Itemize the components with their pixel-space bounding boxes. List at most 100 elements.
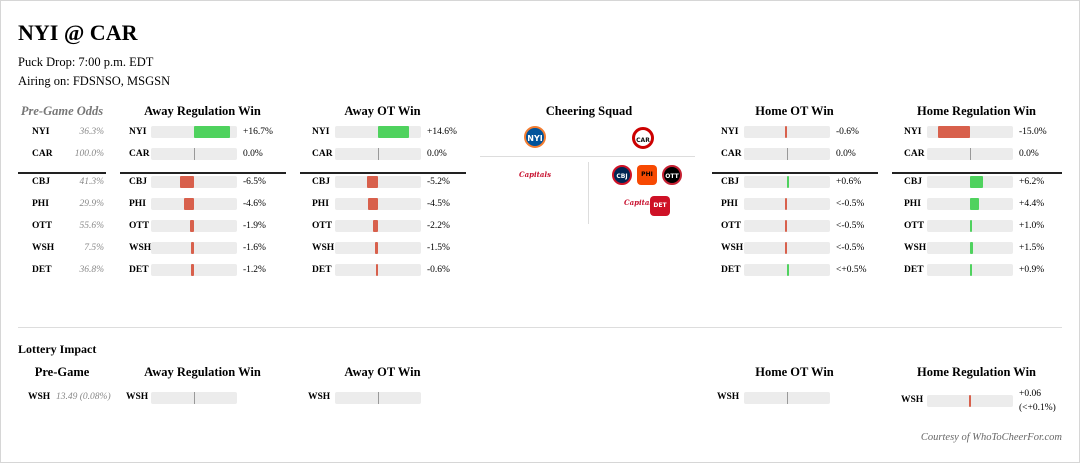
away-ot-value-cbj: -5.2% [427,177,450,187]
away-ot-track [335,176,421,188]
odds-value-ott: 55.6% [79,221,104,231]
odds-team-phi: PHI [32,199,49,209]
home-ot-bar-nyi [785,126,787,138]
away-ot-team-wsh: WSH [312,243,335,253]
home-reg-header: Home Regulation Win [917,104,1036,118]
lottery-away-reg-zero [194,392,195,404]
lottery-home-reg-sub: (<+0.1%) [1019,403,1056,413]
odds-value-nyi: 36.3% [79,127,104,137]
away-ot-bar-phi [368,198,378,210]
game-title: NYI @ CAR [18,20,138,45]
home-reg-value-wsh: +1.5% [1019,243,1045,253]
capitals-logo-icon: Capitals [519,170,552,179]
home-reg-separator [892,172,1062,174]
away-ot-bar-det [376,264,378,276]
lottery-pregame-header: Pre-Game [34,365,90,379]
away-ot-header: Away OT Win [344,104,421,118]
away-reg-value-car: 0.0% [243,149,263,159]
home-reg-team-wsh: WSH [904,243,927,253]
home-ot-value-nyi: -0.6% [836,127,859,137]
away-reg-value-phi: -4.6% [243,199,266,209]
home-ot-team-car: CAR [721,149,742,159]
home-reg-zero [970,148,971,160]
odds-team-wsh: WSH [32,243,55,253]
away-ot-team-cbj: CBJ [312,177,330,187]
odds-team-car: CAR [32,149,53,159]
blue-jackets-logo-icon: CBJ [612,165,632,185]
lottery-home-ot-zero [787,392,788,404]
away-ot-team-car: CAR [312,149,333,159]
lottery-away-ot-team: WSH [308,392,331,402]
cheering-divider-h [480,156,695,157]
away-reg-team-car: CAR [129,149,150,159]
home-ot-team-cbj: CBJ [721,177,739,187]
odds-value-wsh: 7.5% [84,243,104,253]
away-reg-track [151,242,237,254]
away-reg-track [151,264,237,276]
odds-value-car: 100.0% [74,149,104,159]
home-reg-bar-phi [970,198,979,210]
away-ot-track [335,220,421,232]
home-ot-bar-det [787,264,789,276]
home-reg-value-det: +0.9% [1019,265,1045,275]
lottery-away-reg-team: WSH [126,392,149,402]
home-ot-separator [712,172,878,174]
home-reg-team-nyi: NYI [904,127,922,137]
lottery-home-ot-team: WSH [717,392,740,402]
lottery-home-ot-header: Home OT Win [755,365,834,379]
senators-logo-icon: OTT [662,165,682,185]
home-reg-team-ott: OTT [904,221,925,231]
away-ot-bar-ott [373,220,378,232]
away-reg-bar-cbj [180,176,194,188]
away-ot-bar-wsh [375,242,378,254]
home-ot-value-cbj: +0.6% [836,177,862,187]
lottery-away-ot-header: Away OT Win [344,365,421,379]
lottery-home-reg-bar [969,395,971,407]
lottery-home-reg-value: +0.06 [1019,389,1041,399]
home-ot-bar-cbj [787,176,789,188]
cheering-squad-header: Cheering Squad [545,104,633,118]
home-reg-team-cbj: CBJ [904,177,922,187]
away-reg-value-det: -1.2% [243,265,266,275]
cheering-divider-v [588,162,589,224]
away-ot-value-nyi: +14.6% [427,127,457,137]
courtesy-link[interactable]: Courtesy of WhoToCheerFor.com [920,432,1062,443]
home-reg-bar-det [970,264,972,276]
home-ot-team-ott: OTT [721,221,742,231]
home-ot-track [744,242,830,254]
away-reg-bar-nyi [194,126,230,138]
home-reg-value-cbj: +6.2% [1019,177,1045,187]
away-reg-value-wsh: -1.6% [243,243,266,253]
capitals-logo-icon-home: Capitals [624,198,657,207]
odds-separator [18,172,106,174]
away-ot-team-nyi: NYI [312,127,330,137]
odds-team-det: DET [32,265,52,275]
away-reg-header: Away Regulation Win [144,104,261,118]
home-reg-bar-nyi [938,126,970,138]
away-reg-value-cbj: -6.5% [243,177,266,187]
away-reg-bar-det [191,264,194,276]
lottery-away-ot-zero [378,392,379,404]
away-reg-track [151,176,237,188]
away-ot-value-car: 0.0% [427,149,447,159]
away-reg-separator [120,172,286,174]
home-reg-value-car: 0.0% [1019,149,1039,159]
away-ot-separator [300,172,466,174]
home-reg-team-det: DET [904,265,924,275]
away-reg-team-nyi: NYI [129,127,147,137]
puck-drop-time: Puck Drop: 7:00 p.m. EDT [18,55,154,69]
flyers-logo-icon: PHI [637,165,657,185]
home-ot-team-nyi: NYI [721,127,739,137]
home-reg-value-phi: +4.4% [1019,199,1045,209]
home-ot-team-phi: PHI [721,199,738,209]
home-ot-value-det: <+0.5% [836,265,867,275]
lottery-pregame-value: 13.49 (0.08%) [56,392,111,402]
odds-value-cbj: 41.3% [79,177,104,187]
away-ot-track [335,264,421,276]
away-reg-bar-phi [184,198,194,210]
away-ot-value-wsh: -1.5% [427,243,450,253]
away-reg-bar-ott [190,220,194,232]
home-ot-value-wsh: <-0.5% [836,243,865,253]
home-ot-value-ott: <-0.5% [836,221,865,231]
away-reg-team-cbj: CBJ [129,177,147,187]
